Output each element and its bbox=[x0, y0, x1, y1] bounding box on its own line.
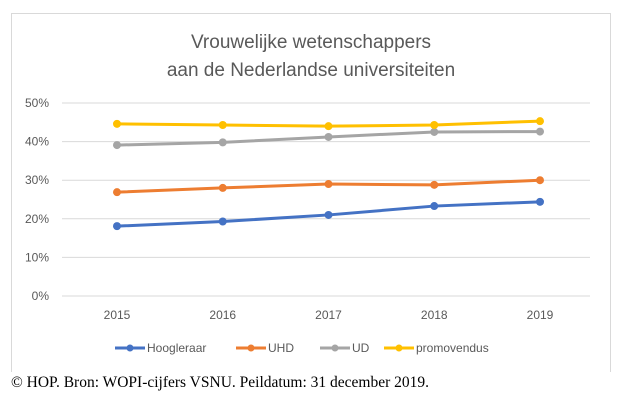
data-point-ud bbox=[430, 127, 439, 136]
data-point-promovendus bbox=[430, 121, 439, 130]
data-point-promovendus bbox=[218, 121, 227, 130]
data-point-ud bbox=[113, 141, 121, 150]
data-point-hoogleraar bbox=[218, 217, 227, 226]
data-point-uhd bbox=[430, 180, 439, 189]
data-point-promovendus bbox=[536, 117, 544, 126]
legend-label: UD bbox=[352, 341, 370, 355]
source-caption: © HOP. Bron: WOPI-cijfers VSNU. Peildatu… bbox=[11, 374, 430, 391]
chart-title-line: aan de Nederlandse universiteiten bbox=[167, 60, 455, 81]
y-tick-label: 50% bbox=[25, 96, 49, 110]
data-point-ud bbox=[218, 138, 227, 147]
data-point-uhd bbox=[536, 176, 544, 185]
y-tick-label: 10% bbox=[25, 250, 49, 264]
legend-label: UHD bbox=[268, 341, 294, 355]
y-tick-label: 0% bbox=[32, 289, 50, 303]
data-point-hoogleraar bbox=[536, 197, 544, 206]
x-tick-label: 2016 bbox=[209, 308, 236, 322]
legend-label: Hoogleraar bbox=[147, 341, 206, 355]
data-point-promovendus bbox=[324, 122, 333, 131]
legend-marker-icon bbox=[247, 344, 255, 352]
data-point-hoogleraar bbox=[324, 210, 333, 219]
data-point-ud bbox=[324, 132, 333, 141]
legend-marker-icon bbox=[126, 344, 134, 352]
data-point-promovendus bbox=[113, 119, 121, 128]
data-point-ud bbox=[536, 127, 544, 136]
y-tick-label: 40% bbox=[25, 135, 49, 149]
legend-marker-icon bbox=[331, 344, 339, 352]
chart-frame bbox=[11, 13, 611, 372]
data-point-uhd bbox=[218, 183, 227, 192]
y-tick-label: 20% bbox=[25, 212, 49, 226]
x-tick-label: 2015 bbox=[104, 308, 131, 322]
x-tick-label: 2019 bbox=[527, 308, 554, 322]
chart-title-line: Vrouwelijke wetenschappers bbox=[191, 32, 431, 53]
data-point-uhd bbox=[113, 188, 121, 197]
y-tick-label: 30% bbox=[25, 173, 49, 187]
data-point-uhd bbox=[324, 180, 333, 189]
x-tick-label: 2018 bbox=[421, 308, 448, 322]
legend-marker-icon bbox=[395, 344, 403, 352]
data-point-hoogleraar bbox=[430, 202, 439, 211]
legend-label: promovendus bbox=[416, 341, 489, 355]
x-tick-label: 2017 bbox=[315, 308, 342, 322]
data-point-hoogleraar bbox=[113, 222, 121, 231]
